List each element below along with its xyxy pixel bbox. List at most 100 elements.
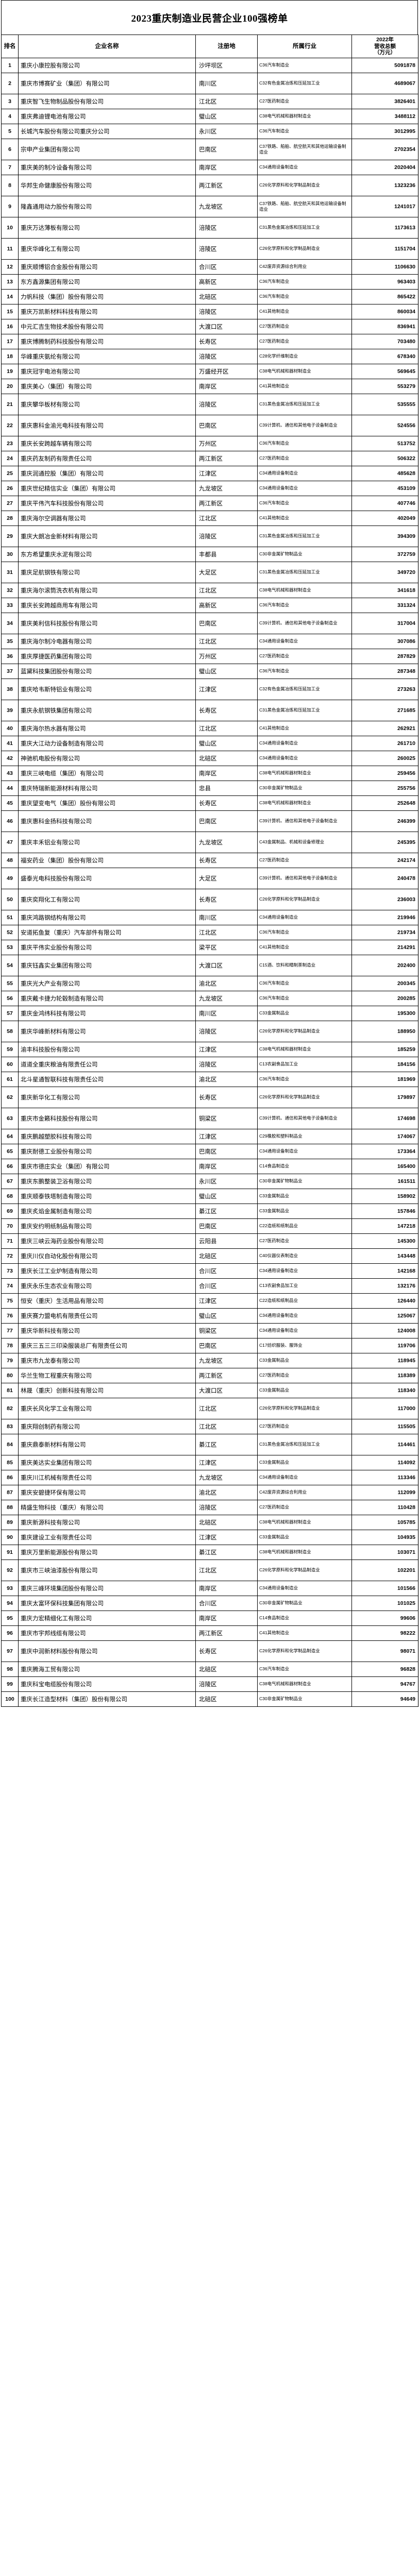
rank-cell: 15	[1, 304, 19, 319]
rank-cell: 71	[1, 1233, 19, 1249]
registration-place-cell: 九龙坡区	[195, 196, 258, 217]
rank-cell: 93	[1, 1581, 19, 1596]
rank-cell: 76	[1, 1308, 19, 1324]
rank-cell: 84	[1, 1434, 19, 1455]
page-title: 2023重庆制造业民营企业100强榜单	[131, 13, 288, 24]
revenue-cell: 524556	[351, 415, 418, 436]
registration-place-cell: 大足区	[195, 868, 258, 889]
industry-cell: C38电气机械和器材制造业	[257, 1042, 352, 1057]
industry-cell: C36汽车制造业	[257, 274, 352, 290]
rank-cell: 50	[1, 889, 19, 910]
registration-place-cell: 九龙坡区	[195, 991, 258, 1006]
revenue-cell: 99606	[351, 1611, 418, 1626]
table-row: 98 重庆腾海工贸有限公司 北碚区 C36汽车制造业 96828	[1, 1662, 418, 1677]
industry-cell: C41其他制造业	[257, 304, 352, 319]
industry-cell: C38电气机械和器材制造业	[257, 1515, 352, 1530]
table-row: 28 重庆海尔空调器有限公司 江北区 C41其他制造业 402049	[1, 511, 418, 526]
rank-cell: 86	[1, 1470, 19, 1485]
revenue-cell: 1241017	[351, 196, 418, 217]
registration-place-cell: 铜梁区	[195, 1108, 258, 1129]
company-name-cell: 重庆长江工业炉制造有限公司	[18, 1263, 196, 1279]
registration-place-cell: 江津区	[195, 1042, 258, 1057]
industry-cell: C26化学原料和化学制品制造业	[257, 1560, 352, 1581]
rank-cell: 27	[1, 496, 19, 511]
revenue-cell: 179897	[351, 1087, 418, 1108]
industry-cell: C41其他制造业	[257, 1625, 352, 1641]
industry-cell: C27医药制造业	[257, 1419, 352, 1434]
company-name-cell: 重庆惠科金渝光电科技有限公司	[18, 415, 196, 436]
revenue-cell: 126440	[351, 1293, 418, 1309]
rank-cell: 97	[1, 1640, 19, 1662]
registration-place-cell: 涪陵区	[195, 238, 258, 260]
revenue-cell: 331324	[351, 598, 418, 613]
table-row: 81 林晟（重庆）创新科技有限公司 大渡口区 C33金属制品业 118340	[1, 1383, 418, 1398]
company-name-cell: 重庆川江机械有限责任公司	[18, 1470, 196, 1485]
company-name-cell: 道道全重庆粮油有限责任公司	[18, 1057, 196, 1072]
table-row: 34 重庆美利信科技股份有限公司 巴南区 C39计算机、通信和其他电子设备制造业 317…	[1, 613, 418, 634]
company-name-cell: 重庆华峰化工有限公司	[18, 238, 196, 260]
industry-cell: C38电气机械和器材制造业	[257, 364, 352, 379]
registration-place-cell: 沙坪坝区	[195, 58, 258, 73]
industry-cell: C39计算机、通信和其他电子设备制造业	[257, 415, 352, 436]
registration-place-cell: 长寿区	[195, 1640, 258, 1662]
revenue-cell: 103071	[351, 1545, 418, 1560]
industry-cell: C33金属制品业	[257, 1530, 352, 1545]
registration-place-cell: 江津区	[195, 679, 258, 700]
revenue-cell: 3012995	[351, 124, 418, 139]
revenue-cell: 287348	[351, 664, 418, 679]
industry-cell: C43金属制品、机械和设备修理业	[257, 832, 352, 853]
rank-cell: 14	[1, 289, 19, 304]
table-row: 93 重庆三峰环境集团股份有限公司 南岸区 C34通用设备制造业 101566	[1, 1581, 418, 1596]
rank-cell: 10	[1, 217, 19, 239]
table-row: 27 重庆平伟汽车科技股份有限公司 两江新区 C36汽车制造业 407746	[1, 496, 418, 511]
registration-place-cell: 綦江区	[195, 1434, 258, 1455]
registration-place-cell: 北碚区	[195, 1662, 258, 1677]
table-row: 45 重庆望变电气（集团）股份有限公司 长寿区 C38电气机械和器材制造业 252648	[1, 795, 418, 811]
company-name-cell: 东方希望重庆水泥有限公司	[18, 547, 196, 562]
table-row: 92 重庆市三峡油漆股份有限公司 江北区 C26化学原料和化学制品制造业 102201	[1, 1560, 418, 1581]
table-row: 2 重庆市博赛矿业（集团）有限公司 南川区 C32有色金属冶炼和压延加工业 468906…	[1, 73, 418, 94]
industry-cell: C39计算机、通信和其他电子设备制造业	[257, 613, 352, 634]
registration-place-cell: 长寿区	[195, 700, 258, 721]
revenue-cell: 188950	[351, 1021, 418, 1042]
revenue-cell: 271685	[351, 700, 418, 721]
revenue-cell: 245395	[351, 832, 418, 853]
registration-place-cell: 涪陵区	[195, 217, 258, 239]
rank-cell: 9	[1, 196, 19, 217]
ranking-table: 排名 企业名称 注册地 所属行业 2022年 营收总额 （万元） 1 重庆小康控股…	[1, 35, 418, 1707]
registration-place-cell: 江津区	[195, 1293, 258, 1309]
industry-cell: C36汽车制造业	[257, 976, 352, 991]
industry-cell: C40仪器仪表制造业	[257, 1248, 352, 1264]
registration-place-cell: 璧山区	[195, 1189, 258, 1204]
company-name-cell: 重庆厚捷医药集团有限公司	[18, 649, 196, 664]
table-row: 55 重庆光大产业有限公司 渝北区 C36汽车制造业 200345	[1, 976, 418, 991]
table-row: 9 隆鑫通用动力股份有限公司 九龙坡区 C37铁路、船舶、航空航天和其他运输设备制造业…	[1, 196, 418, 217]
registration-place-cell: 两江新区	[195, 496, 258, 511]
revenue-cell: 553279	[351, 379, 418, 394]
revenue-cell: 98222	[351, 1625, 418, 1641]
industry-cell: C27医药制造业	[257, 649, 352, 664]
company-name-cell: 重庆安碧捷环保有限公司	[18, 1485, 196, 1500]
revenue-cell: 506322	[351, 451, 418, 466]
company-name-cell: 重庆市德庄实业（集团）有限公司	[18, 1159, 196, 1174]
rank-cell: 34	[1, 613, 19, 634]
registration-place-cell: 涪陵区	[195, 349, 258, 364]
company-name-cell: 重庆戴卡捷力轮毂制造有限公司	[18, 991, 196, 1006]
table-row: 65 重庆耐德工业股份有限公司 巴南区 C34通用设备制造业 173364	[1, 1144, 418, 1159]
rank-cell: 12	[1, 259, 19, 275]
registration-place-cell: 江北区	[195, 925, 258, 940]
industry-cell: C34通用设备制造业	[257, 481, 352, 496]
registration-place-cell: 南川区	[195, 910, 258, 925]
company-name-cell: 重庆惠科金扬科技有限公司	[18, 810, 196, 832]
rank-cell: 48	[1, 853, 19, 868]
company-name-cell: 重庆润通控股（集团）有限公司	[18, 466, 196, 481]
industry-cell: C36汽车制造业	[257, 598, 352, 613]
rank-cell: 87	[1, 1485, 19, 1500]
table-row: 97 重庆中润新材料股份有限公司 长寿区 C26化学原料和化学制品制造业 98071	[1, 1640, 418, 1662]
table-row: 66 重庆市德庄实业（集团）有限公司 南岸区 C14食品制造业 165400	[1, 1159, 418, 1174]
industry-cell: C34通用设备制造业	[257, 1323, 352, 1338]
registration-place-cell: 万盛经开区	[195, 364, 258, 379]
company-name-cell: 重庆海尔滚筒洗衣机有限公司	[18, 583, 196, 598]
revenue-cell: 113346	[351, 1470, 418, 1485]
revenue-cell: 219734	[351, 925, 418, 940]
